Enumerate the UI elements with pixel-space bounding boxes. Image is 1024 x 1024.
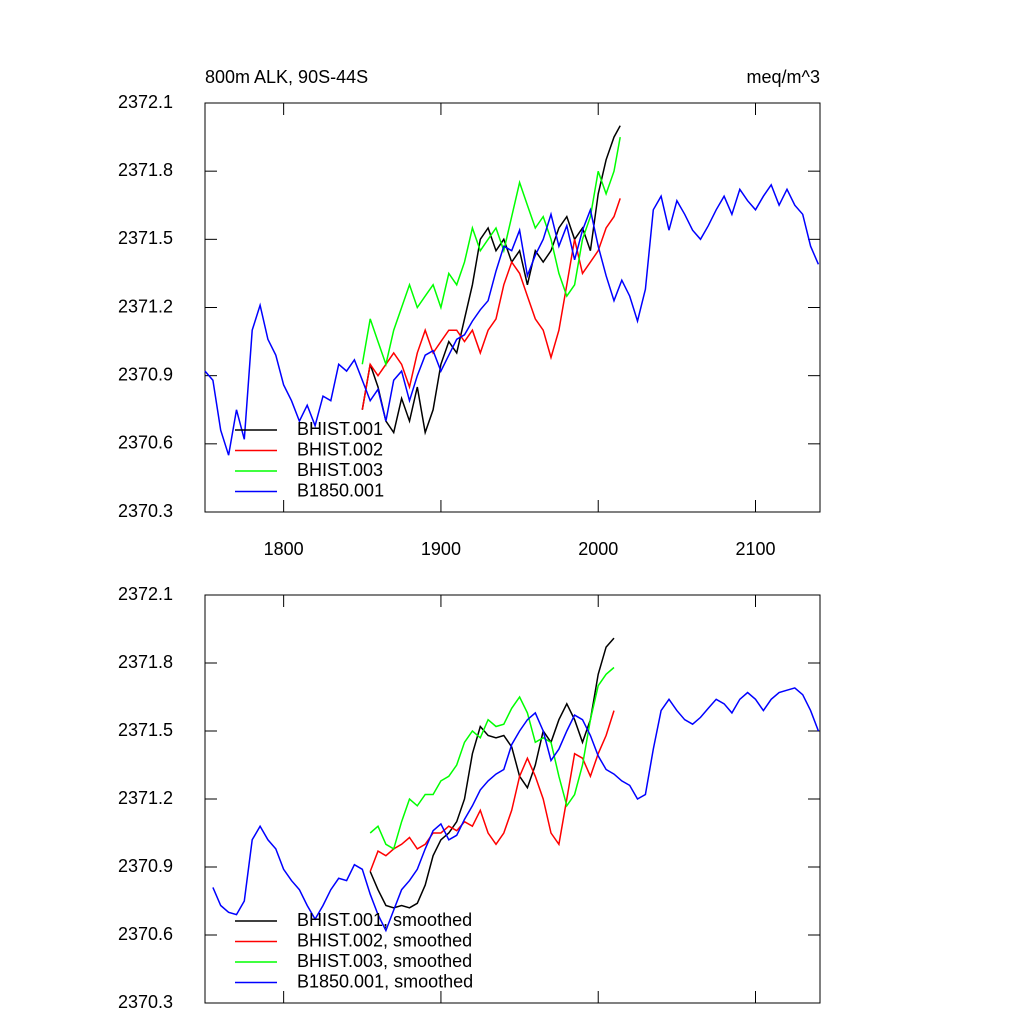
- legend-label: B1850.001: [297, 480, 384, 500]
- legend-label: BHIST.002: [297, 439, 383, 459]
- y-tick-label: 2370.3: [118, 992, 173, 1012]
- y-tick-label: 2371.8: [118, 160, 173, 180]
- legend-label: BHIST.003: [297, 460, 383, 480]
- y-tick-label: 2371.5: [118, 720, 173, 740]
- data-line: [204, 183, 820, 456]
- y-tick-label: 2370.6: [118, 924, 173, 944]
- y-tick-label: 2370.6: [118, 433, 173, 453]
- data-line: [369, 666, 615, 851]
- y-tick-label: 2370.9: [118, 856, 173, 876]
- x-tick-label: 2100: [735, 539, 775, 559]
- data-line: [369, 637, 615, 909]
- data-line: [212, 687, 820, 933]
- legend-label: BHIST.002, smoothed: [297, 930, 472, 950]
- x-tick-label: 1900: [421, 539, 461, 559]
- data-line: [369, 710, 615, 872]
- units-label: meq/m^3: [747, 67, 820, 87]
- y-tick-label: 2371.5: [118, 228, 173, 248]
- legend-label: BHIST.003, smoothed: [297, 951, 472, 971]
- x-tick-label: 1800: [264, 539, 304, 559]
- data-line: [361, 136, 621, 368]
- y-tick-label: 2371.2: [118, 296, 173, 316]
- legend-label: BHIST.001: [297, 419, 383, 439]
- legend-label: B1850.001, smoothed: [297, 971, 473, 991]
- data-line: [361, 125, 621, 436]
- y-tick-label: 2370.3: [118, 501, 173, 521]
- y-tick-label: 2371.8: [118, 652, 173, 672]
- chart-title: 800m ALK, 90S-44S: [205, 67, 368, 87]
- data-line: [361, 198, 621, 410]
- y-tick-label: 2371.2: [118, 788, 173, 808]
- y-tick-label: 2372.1: [118, 584, 173, 604]
- y-tick-label: 2370.9: [118, 364, 173, 384]
- y-tick-label: 2372.1: [118, 92, 173, 112]
- legend-label: BHIST.001, smoothed: [297, 910, 472, 930]
- x-tick-label: 2000: [578, 539, 618, 559]
